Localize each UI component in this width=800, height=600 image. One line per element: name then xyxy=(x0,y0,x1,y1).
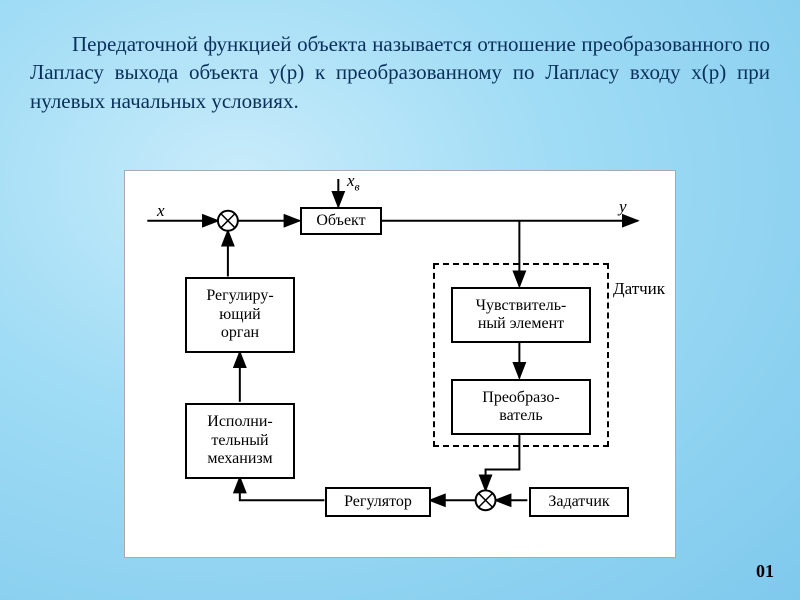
node-regulator: Регулятор xyxy=(325,487,431,517)
block-diagram: Объект Регулиру-ющийорган Чувствитель-ный … xyxy=(124,170,676,558)
summator-sum2 xyxy=(476,490,496,510)
node-conv: Преобразо-ватель xyxy=(451,379,591,435)
edge-reg->mech xyxy=(240,477,325,500)
node-mech: Исполни-тельныймеханизм xyxy=(185,403,295,479)
label-xv: xв xyxy=(347,171,360,194)
label-y_out: y xyxy=(619,197,627,217)
node-object: Объект xyxy=(300,207,382,235)
node-sensEl: Чувствитель-ный элемент xyxy=(451,287,591,343)
label-sensor: Датчик xyxy=(613,279,665,299)
node-regOrgan: Регулиру-ющийорган xyxy=(185,277,295,353)
node-setter: Задатчик xyxy=(529,487,629,517)
summator-sum1 xyxy=(218,211,238,231)
definition-paragraph: Передаточной функцией объекта называется… xyxy=(30,30,770,115)
page-number: 01 xyxy=(756,561,774,582)
label-x_in: x xyxy=(157,201,165,221)
